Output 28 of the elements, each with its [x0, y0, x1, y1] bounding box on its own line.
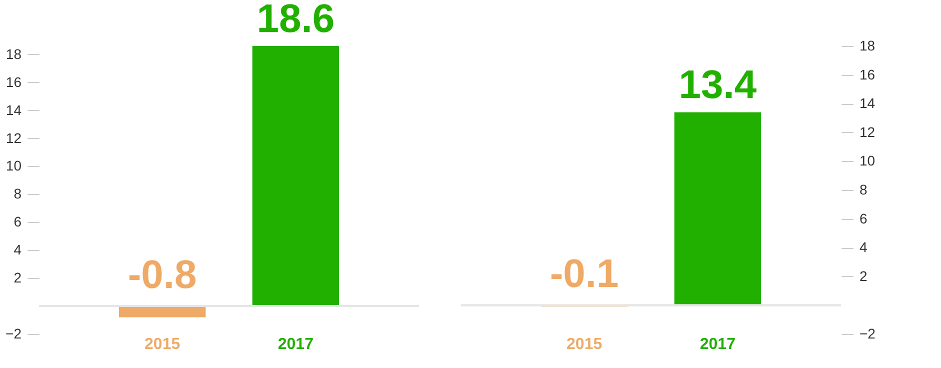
data-label: -0.1: [550, 252, 619, 296]
x-tick-label: 2017: [278, 336, 314, 353]
y-tick-label: 2: [14, 270, 22, 286]
x-tick-label: 2017: [700, 336, 736, 353]
y2-tick-label: 2: [860, 268, 868, 284]
y2-tick-label: 4: [860, 239, 868, 256]
y-tick-label: 18: [6, 46, 22, 62]
x-tick-label: 2015: [144, 336, 180, 353]
y2-tick-label: 8: [860, 182, 868, 198]
y-tick-label: −2: [6, 326, 22, 342]
y2-tick-label: −2: [860, 326, 876, 342]
y2-tick-label: 10: [860, 152, 876, 169]
x-tick-label: 2015: [566, 336, 602, 353]
y2-tick-label: 12: [860, 124, 876, 140]
data-label: 18.6: [256, 0, 335, 41]
data-label: 13.4: [678, 63, 758, 108]
y-tick-label: 10: [6, 158, 22, 174]
y2-tick-label: 14: [860, 95, 876, 112]
y-tick-label: 14: [6, 102, 22, 118]
y-tick-label: 6: [14, 214, 22, 230]
y2-tick-label: 6: [860, 210, 868, 226]
y-tick-label: 8: [14, 186, 22, 202]
data-label: -0.8: [128, 253, 197, 298]
y-tick-label: 12: [6, 130, 22, 146]
y2-tick-label: 18: [860, 38, 876, 54]
y-tick-label: 4: [14, 242, 22, 258]
y-tick-label: 16: [6, 74, 22, 90]
y2-tick-label: 16: [860, 66, 876, 82]
